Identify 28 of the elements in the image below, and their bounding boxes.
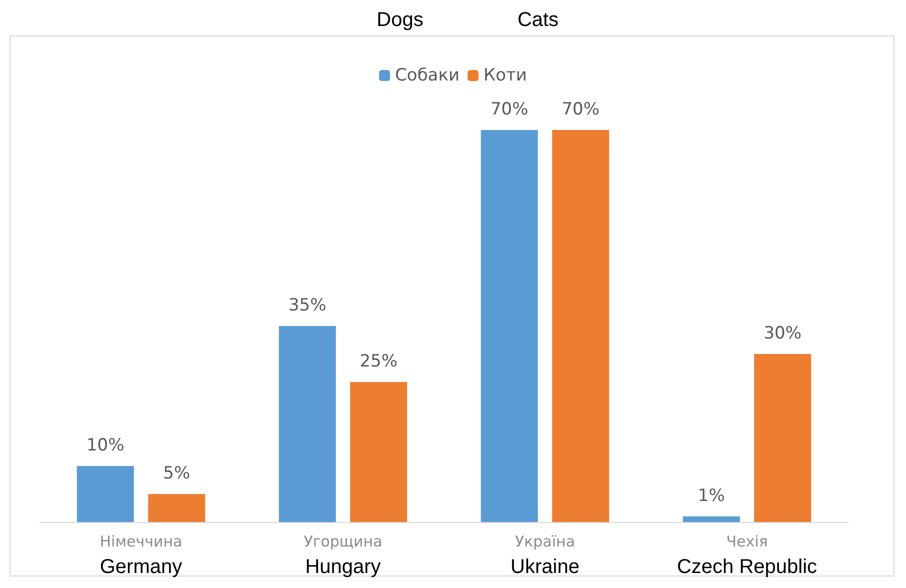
data-label: 30% — [764, 324, 802, 344]
bar — [148, 494, 206, 522]
bar — [754, 354, 812, 522]
data-label: 70% — [490, 100, 528, 120]
data-label: 5% — [163, 464, 190, 484]
data-label: 10% — [86, 436, 124, 456]
bar — [76, 466, 134, 522]
legend-label: Коти — [484, 66, 527, 86]
text: Germany — [100, 556, 182, 578]
bar — [480, 130, 538, 522]
x-tick-label: Україна — [514, 532, 576, 550]
data-label: 1% — [698, 486, 725, 506]
bar — [552, 130, 610, 522]
bar — [682, 516, 740, 522]
x-tick-label: Угорщина — [304, 532, 382, 550]
data-label: 25% — [360, 352, 398, 372]
x-tick-label: Чехія — [726, 532, 768, 550]
bar — [278, 326, 336, 522]
bar — [350, 382, 408, 522]
text: Ukraine — [510, 556, 580, 578]
text: Dogs — [376, 9, 424, 31]
text: Hungary — [305, 556, 381, 578]
data-label: 70% — [562, 100, 600, 120]
data-label: 35% — [288, 296, 326, 316]
text: Cats — [517, 9, 559, 31]
legend-label: Собаки — [395, 66, 460, 86]
x-tick-label: Німеччина — [100, 532, 182, 550]
text: Czech Republic — [676, 556, 818, 578]
